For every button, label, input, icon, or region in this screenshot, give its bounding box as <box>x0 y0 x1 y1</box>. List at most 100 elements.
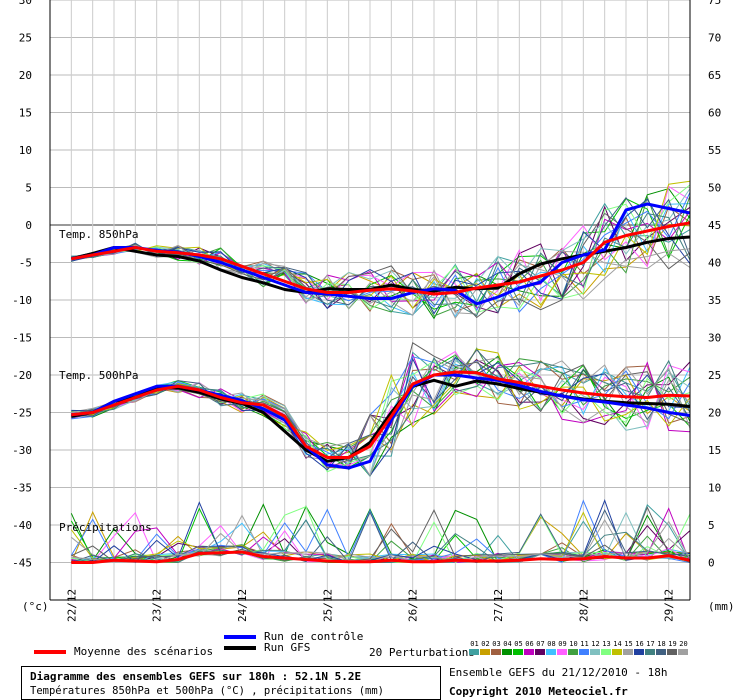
footer-title: Diagramme des ensembles GEFS sur 180h : … <box>30 670 362 683</box>
perturbation-number: 12 <box>591 640 600 648</box>
legend-gfs-label: Run GFS <box>264 641 311 654</box>
perturbation-legend-item: 20 <box>678 640 689 655</box>
perturbation-precip-line <box>70 499 691 564</box>
x-tick-label: 27/12 <box>492 589 505 622</box>
right-tick-label: 55 <box>708 144 721 157</box>
perturbation-number: 06 <box>525 640 534 648</box>
perturbation-number: 17 <box>646 640 655 648</box>
perturbation-legend-item: 03 <box>491 640 502 655</box>
right-tick-label: 50 <box>708 182 721 195</box>
left-tick-label: -45 <box>12 557 32 570</box>
perturbation-legend-item: 13 <box>601 640 612 655</box>
perturbation-swatch <box>623 649 633 655</box>
footer-run-info: Ensemble GEFS du 21/12/2010 - 18h <box>449 666 668 679</box>
perturbation-850-line <box>71 223 691 309</box>
perturbation-legend-item: 14 <box>612 640 623 655</box>
perturbation-number: 02 <box>481 640 490 648</box>
right-tick-label: 65 <box>708 69 721 82</box>
perturbation-swatch <box>524 649 534 655</box>
x-tick-label: 24/12 <box>236 589 249 622</box>
panel-label-precip: Précipitations <box>59 521 152 534</box>
legend-mean-swatch <box>34 650 66 654</box>
x-tick-label: 22/12 <box>65 589 78 622</box>
perturbation-swatch <box>546 649 556 655</box>
left-tick-label: 25 <box>19 32 32 45</box>
mean-850-line <box>71 221 691 296</box>
right-tick-label: 5 <box>708 519 715 532</box>
perturbation-legend: 01 02 03 04 05 06 07 08 09 10 11 12 13 14 15 16 17 18 19 20 <box>469 640 691 660</box>
perturbation-swatch <box>480 649 490 655</box>
perturbation-number: 16 <box>635 640 644 648</box>
perturbation-swatch <box>579 649 589 655</box>
perturbation-swatch <box>557 649 567 655</box>
left-tick-label: 0 <box>25 219 32 232</box>
left-tick-label: -40 <box>12 519 32 532</box>
left-tick-label: -5 <box>19 257 32 270</box>
perturbation-500-line <box>71 360 691 473</box>
left-tick-label: -20 <box>12 369 32 382</box>
perturbation-legend-item: 07 <box>535 640 546 655</box>
perturbation-legend-item: 15 <box>623 640 634 655</box>
perturbation-legend-item: 08 <box>546 640 557 655</box>
x-tick-label: 28/12 <box>577 589 590 622</box>
perturbation-number: 20 <box>679 640 688 648</box>
x-tick-label: 25/12 <box>321 589 334 622</box>
perturbation-legend-item: 12 <box>590 640 601 655</box>
right-unit-label: (mm) <box>708 600 735 613</box>
perturbation-precip-line <box>71 535 691 564</box>
left-tick-label: 5 <box>25 182 32 195</box>
right-tick-label: 10 <box>708 482 721 495</box>
left-tick-label: -35 <box>12 482 32 495</box>
perturbation-legend-item: 06 <box>524 640 535 655</box>
perturbation-number: 10 <box>569 640 578 648</box>
perturbation-number: 05 <box>514 640 523 648</box>
right-tick-label: 30 <box>708 332 721 345</box>
x-tick-label: 29/12 <box>663 589 676 622</box>
perturbation-500-line <box>71 355 691 477</box>
perturbation-number: 19 <box>668 640 677 648</box>
perturbation-number: 18 <box>657 640 666 648</box>
legend-perturbations-label: 20 Perturbations <box>369 646 475 659</box>
left-tick-label: -30 <box>12 444 32 457</box>
right-tick-label: 75 <box>708 0 721 7</box>
perturbation-legend-item: 09 <box>557 640 568 655</box>
perturbation-850-line <box>71 205 691 314</box>
perturbation-number: 15 <box>624 640 633 648</box>
left-tick-label: 15 <box>19 107 32 120</box>
left-tick-label: 30 <box>19 0 32 7</box>
perturbation-precip-line <box>70 503 691 564</box>
footer-title-box: Diagramme des ensembles GEFS sur 180h : … <box>21 666 441 700</box>
left-tick-label: -10 <box>12 294 32 307</box>
perturbation-swatch <box>535 649 545 655</box>
perturbation-legend-item: 02 <box>480 640 491 655</box>
perturbation-legend-item: 04 <box>502 640 513 655</box>
perturbation-legend-item: 01 <box>469 640 480 655</box>
main-series-lines <box>70 202 691 564</box>
footer-copyright: Copyright 2010 Meteociel.fr <box>449 685 628 698</box>
perturbation-swatch <box>568 649 578 655</box>
panel-label-850: Temp. 850hPa <box>59 228 138 241</box>
perturbation-swatch <box>491 649 501 655</box>
perturbation-swatch <box>667 649 677 655</box>
left-tick-label: -25 <box>12 407 32 420</box>
perturbation-legend-item: 18 <box>656 640 667 655</box>
right-tick-label: 60 <box>708 107 721 120</box>
perturbation-number: 01 <box>470 640 479 648</box>
left-tick-label: 10 <box>19 144 32 157</box>
perturbation-number: 13 <box>602 640 611 648</box>
mean-precip-line <box>71 550 691 564</box>
footer-subtitle: Températures 850hPa et 500hPa (°C) , pré… <box>30 685 385 697</box>
left-tick-label: 20 <box>19 69 32 82</box>
perturbation-850-line <box>71 198 691 315</box>
right-tick-label: 15 <box>708 444 721 457</box>
perturbation-500-line <box>71 349 691 459</box>
perturbation-swatch <box>678 649 688 655</box>
perturbation-swatch <box>469 649 479 655</box>
perturbation-legend-item: 19 <box>667 640 678 655</box>
perturbation-swatch <box>601 649 611 655</box>
perturbation-swatch <box>502 649 512 655</box>
perturbation-legend-item: 16 <box>634 640 645 655</box>
right-tick-label: 0 <box>708 557 715 570</box>
right-tick-label: 20 <box>708 407 721 420</box>
